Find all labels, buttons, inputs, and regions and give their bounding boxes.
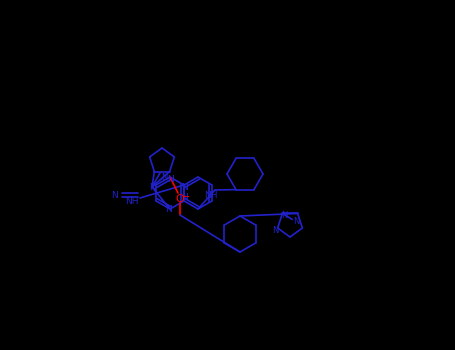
Text: N: N bbox=[181, 183, 187, 192]
Text: N: N bbox=[161, 173, 167, 182]
Text: N: N bbox=[273, 225, 279, 234]
Text: N: N bbox=[111, 190, 118, 199]
Text: N: N bbox=[165, 204, 172, 214]
Text: NH: NH bbox=[125, 196, 139, 205]
Text: N: N bbox=[181, 194, 187, 203]
Text: N: N bbox=[293, 217, 299, 226]
Text: O: O bbox=[176, 194, 184, 204]
Text: −: − bbox=[182, 192, 190, 202]
Text: N: N bbox=[281, 211, 288, 220]
Text: N: N bbox=[149, 182, 155, 191]
Text: NH: NH bbox=[204, 191, 218, 201]
Text: N: N bbox=[167, 175, 173, 183]
